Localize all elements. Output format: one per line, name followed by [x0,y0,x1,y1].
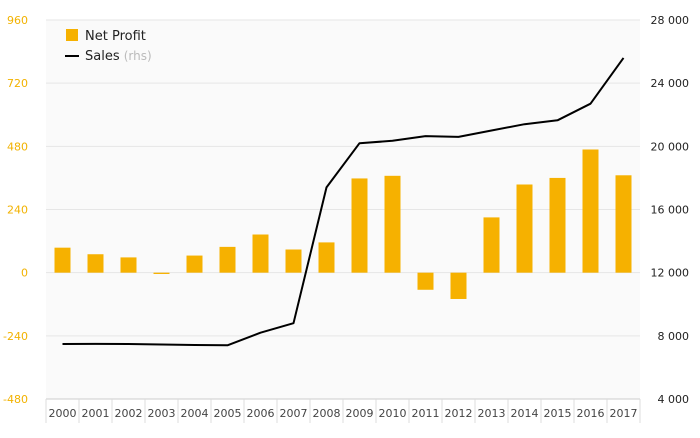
right-axis: 28 000 24 000 20 000 16 000 12 000 8 000 4 000 [651,14,690,406]
x-tick-label-2007: 2007 [280,407,308,420]
x-tick-label-2014: 2014 [511,407,539,420]
left-tick-label-3: 240 [7,204,28,217]
x-tick-label-2006: 2006 [247,407,275,420]
sales-line-group [62,57,625,347]
bar-2009 [351,178,368,273]
x-tick-label-2002: 2002 [115,407,143,420]
sales-line [62,57,625,347]
bar-2012 [450,272,467,299]
legend-swatch-net-profit [66,29,78,41]
x-tick-label-2000: 2000 [49,407,77,420]
legend-label-sales-name: Sales [85,49,120,64]
left-tick-label-6: -480 [3,393,28,406]
x-tick-label-2004: 2004 [181,407,209,420]
right-tick-label-6: 4 000 [658,393,690,406]
bar-2015 [549,177,566,273]
bar-2014 [516,184,533,273]
bar-2001 [87,254,104,273]
net-profit-bars [54,149,632,299]
bar-2010 [384,175,401,273]
left-tick-label-0: 960 [7,14,28,27]
bar-2003 [153,272,170,274]
right-tick-label-1: 24 000 [651,77,690,90]
x-tick-label-2001: 2001 [82,407,110,420]
bar-2011 [417,272,434,290]
right-tick-label-5: 8 000 [658,330,690,343]
bar-2006 [252,234,269,273]
legend-label-sales-note: (rhs) [124,49,152,63]
left-tick-label-5: -240 [3,330,28,343]
right-tick-label-2: 20 000 [651,140,690,153]
right-tick-label-4: 12 000 [651,267,690,280]
bar-2000 [54,247,71,273]
right-tick-label-3: 16 000 [651,204,690,217]
legend-label-net-profit: Net Profit [85,29,146,44]
legend: Net Profit Sales (rhs) [65,29,152,64]
x-tick-label-2005: 2005 [214,407,242,420]
x-tick-label-2011: 2011 [412,407,440,420]
x-tick-label-2009: 2009 [346,407,374,420]
bar-2007 [285,249,302,273]
bar-2013 [483,217,500,273]
bar-2004 [186,255,203,273]
left-tick-label-4: 0 [21,267,28,280]
right-tick-label-0: 28 000 [651,14,690,27]
x-tick-label-2008: 2008 [313,407,341,420]
x-tick-label-2010: 2010 [379,407,407,420]
bar-2002 [120,257,137,273]
x-tick-label-2015: 2015 [544,407,572,420]
bar-2005 [219,246,236,273]
x-tick-label-2016: 2016 [577,407,605,420]
x-tick-label-2003: 2003 [148,407,176,420]
x-tick-label-2012: 2012 [445,407,473,420]
left-axis: 960 720 480 240 0 -240 -480 [3,14,28,406]
x-tick-label-2017: 2017 [610,407,638,420]
left-tick-label-2: 480 [7,140,28,153]
legend-label-sales: Sales (rhs) [85,49,152,64]
x-axis: 2000 2001 2002 2003 2004 2005 2006 2007 2008 2009… [45,399,641,423]
bar-2008 [318,242,335,273]
x-tick-label-2013: 2013 [478,407,506,420]
bar-2017 [615,175,632,273]
left-tick-label-1: 720 [7,77,28,90]
bar-2016 [582,149,599,273]
